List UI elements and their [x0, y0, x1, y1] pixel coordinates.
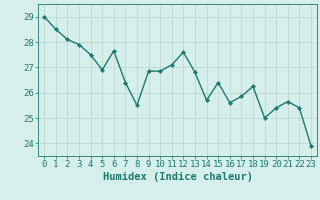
- X-axis label: Humidex (Indice chaleur): Humidex (Indice chaleur): [103, 172, 252, 182]
